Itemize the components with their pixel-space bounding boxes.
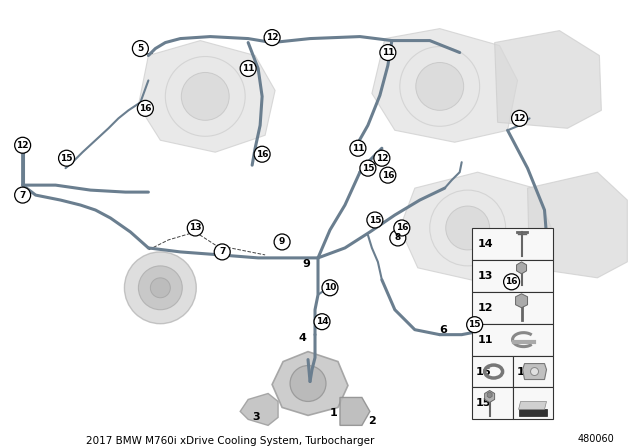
Text: 12: 12 (513, 114, 526, 123)
FancyBboxPatch shape (518, 409, 547, 416)
Text: 12: 12 (477, 303, 493, 313)
Text: 15: 15 (369, 215, 381, 224)
Circle shape (264, 30, 280, 46)
FancyBboxPatch shape (472, 388, 513, 419)
Text: 16: 16 (256, 150, 268, 159)
Text: 16: 16 (139, 104, 152, 113)
Text: 7: 7 (19, 190, 26, 200)
Polygon shape (272, 352, 348, 415)
Circle shape (290, 366, 326, 401)
Text: 15: 15 (362, 164, 374, 172)
Circle shape (350, 140, 366, 156)
FancyBboxPatch shape (513, 388, 554, 419)
Circle shape (374, 150, 390, 166)
Text: 14: 14 (316, 317, 328, 326)
Circle shape (188, 220, 204, 236)
Circle shape (181, 73, 229, 121)
Circle shape (430, 190, 506, 266)
Text: 12: 12 (376, 154, 388, 163)
Circle shape (531, 367, 538, 375)
Text: 13: 13 (189, 224, 202, 233)
Circle shape (59, 150, 74, 166)
Circle shape (322, 280, 338, 296)
Circle shape (416, 63, 464, 110)
Text: 480060: 480060 (578, 434, 614, 444)
FancyBboxPatch shape (472, 292, 554, 324)
FancyBboxPatch shape (472, 228, 554, 260)
Text: 13: 13 (477, 271, 493, 281)
Circle shape (511, 110, 527, 126)
Circle shape (165, 56, 245, 136)
Text: 1: 1 (330, 409, 338, 418)
FancyBboxPatch shape (472, 260, 554, 292)
Text: 11: 11 (477, 335, 493, 345)
Text: 2017 BMW M760i xDrive Cooling System, Turbocharger: 2017 BMW M760i xDrive Cooling System, Tu… (86, 436, 374, 446)
Text: 9: 9 (279, 237, 285, 246)
Text: 16: 16 (506, 277, 518, 286)
Polygon shape (522, 364, 547, 379)
Text: 11: 11 (351, 144, 364, 153)
Circle shape (360, 160, 376, 176)
FancyBboxPatch shape (513, 356, 554, 388)
Polygon shape (516, 262, 527, 274)
Circle shape (254, 146, 270, 162)
Text: 5: 5 (137, 44, 143, 53)
Polygon shape (400, 172, 552, 282)
Polygon shape (340, 397, 370, 425)
Circle shape (15, 137, 31, 153)
Circle shape (15, 187, 31, 203)
Text: 11: 11 (242, 64, 255, 73)
Polygon shape (527, 172, 627, 278)
Circle shape (504, 274, 520, 290)
Text: 10: 10 (516, 366, 532, 376)
Text: 11: 11 (381, 48, 394, 57)
Text: 4: 4 (298, 333, 306, 343)
Circle shape (150, 278, 170, 298)
Circle shape (274, 234, 290, 250)
Text: 15: 15 (468, 320, 481, 329)
Text: 16: 16 (396, 224, 408, 233)
Circle shape (314, 314, 330, 330)
FancyBboxPatch shape (472, 324, 554, 356)
Text: 12: 12 (17, 141, 29, 150)
FancyBboxPatch shape (472, 356, 513, 388)
Text: 9: 9 (302, 259, 310, 269)
Text: 2: 2 (368, 416, 376, 426)
Circle shape (132, 41, 148, 56)
Circle shape (138, 100, 154, 116)
Circle shape (390, 230, 406, 246)
Text: 16: 16 (381, 171, 394, 180)
Text: 6: 6 (440, 325, 447, 335)
Circle shape (124, 252, 196, 324)
Circle shape (380, 167, 396, 183)
Text: 3: 3 (252, 413, 260, 422)
Polygon shape (240, 393, 278, 425)
Polygon shape (518, 401, 547, 409)
Circle shape (394, 220, 410, 236)
Text: 7: 7 (219, 247, 225, 256)
Circle shape (400, 47, 479, 126)
Text: 8: 8 (395, 233, 401, 242)
Circle shape (380, 44, 396, 60)
Polygon shape (484, 391, 495, 402)
Circle shape (240, 60, 256, 77)
Circle shape (467, 317, 483, 333)
Text: 10: 10 (324, 283, 336, 292)
Text: 14: 14 (477, 239, 493, 249)
Circle shape (138, 266, 182, 310)
Text: 16: 16 (476, 366, 492, 376)
Polygon shape (495, 30, 602, 128)
Polygon shape (372, 29, 518, 142)
Text: 12: 12 (266, 33, 278, 42)
Text: 15: 15 (476, 398, 491, 409)
Text: 15: 15 (60, 154, 73, 163)
Circle shape (445, 206, 490, 250)
Polygon shape (138, 41, 275, 152)
Polygon shape (487, 392, 492, 398)
Circle shape (214, 244, 230, 260)
Circle shape (367, 212, 383, 228)
Polygon shape (516, 294, 527, 308)
